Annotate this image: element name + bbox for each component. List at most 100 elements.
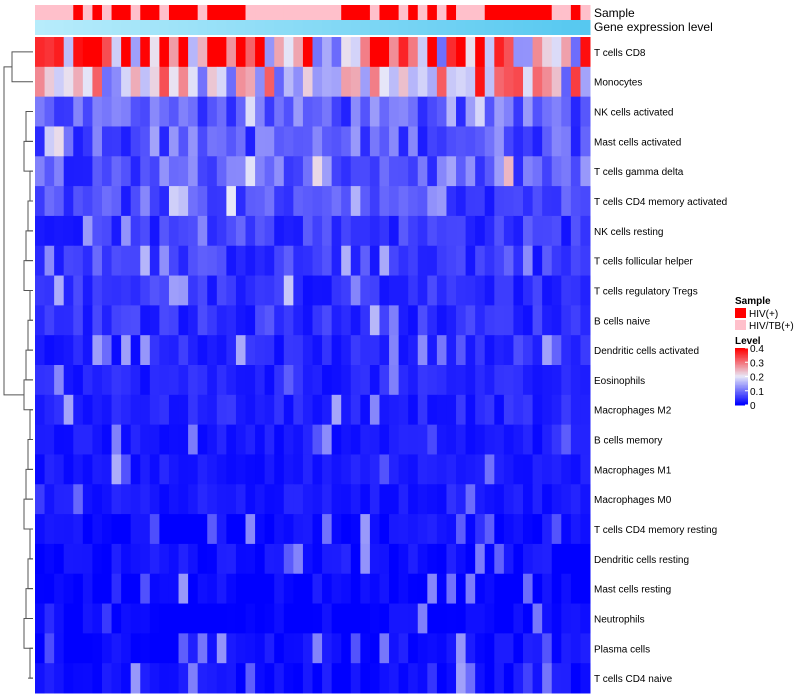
heatmap-cell bbox=[513, 394, 524, 426]
heatmap-cell bbox=[360, 156, 371, 187]
heatmap-cell bbox=[456, 663, 467, 694]
sample-legend-label: HIV/TB(+) bbox=[749, 321, 794, 332]
heatmap-cell bbox=[484, 573, 495, 605]
heatmap-cell bbox=[188, 126, 199, 157]
heatmap-cell bbox=[484, 96, 495, 127]
heatmap-cell bbox=[484, 633, 495, 664]
heatmap-cell bbox=[331, 633, 342, 664]
heatmap-cell bbox=[446, 573, 457, 605]
heatmap-cell bbox=[331, 573, 342, 605]
heatmap-cell bbox=[322, 275, 333, 306]
heatmap-cell bbox=[140, 37, 151, 68]
expression-annotation-cell bbox=[465, 20, 476, 35]
heatmap-cell bbox=[264, 424, 275, 455]
heatmap-cell bbox=[379, 603, 390, 634]
heatmap-cell bbox=[456, 96, 467, 127]
heatmap-cell bbox=[436, 37, 447, 68]
heatmap-cell bbox=[101, 603, 113, 634]
heatmap-cell bbox=[369, 305, 380, 336]
heatmap-cell bbox=[379, 573, 390, 605]
heatmap-cell bbox=[35, 66, 46, 98]
heatmap-cell bbox=[475, 514, 486, 545]
dendrogram-branch bbox=[29, 170, 33, 202]
expression-annotation-cell bbox=[168, 20, 180, 35]
heatmap-cell bbox=[188, 335, 199, 366]
heatmap-cell bbox=[140, 454, 151, 485]
heatmap-cell bbox=[63, 543, 74, 575]
heatmap-cell bbox=[54, 245, 65, 277]
heatmap-cell bbox=[130, 663, 141, 694]
heatmap-cell bbox=[178, 365, 189, 396]
heatmap-cell bbox=[436, 514, 447, 545]
heatmap-cell bbox=[350, 335, 361, 366]
expression-annotation-cell bbox=[551, 20, 562, 35]
heatmap-cell bbox=[551, 454, 562, 485]
heatmap-cell bbox=[293, 335, 304, 366]
heatmap-cell bbox=[322, 633, 333, 664]
heatmap-cell bbox=[350, 126, 361, 157]
level-gradient-step bbox=[735, 386, 748, 389]
heatmap-cell bbox=[178, 215, 189, 247]
heatmap-cell bbox=[159, 633, 170, 664]
heatmap-cell bbox=[207, 514, 218, 545]
level-gradient-step bbox=[735, 356, 748, 359]
heatmap-cell bbox=[188, 603, 199, 634]
heatmap-cell bbox=[92, 573, 103, 605]
heatmap-cell bbox=[523, 543, 534, 575]
heatmap-cell bbox=[188, 365, 199, 396]
heatmap-cell bbox=[92, 156, 103, 187]
heatmap-cell bbox=[235, 335, 247, 366]
heatmap-cell bbox=[44, 633, 55, 664]
heatmap-cell bbox=[130, 543, 141, 575]
heatmap-cell bbox=[389, 365, 400, 396]
heatmap-cell bbox=[360, 305, 371, 336]
heatmap-cell bbox=[542, 424, 553, 455]
heatmap-cell bbox=[92, 424, 103, 455]
heatmap-cell bbox=[398, 275, 409, 306]
heatmap-cell bbox=[322, 335, 333, 366]
heatmap-cell bbox=[551, 335, 562, 366]
heatmap-cell bbox=[503, 484, 514, 515]
heatmap-cell bbox=[341, 543, 352, 575]
heatmap-cell bbox=[561, 215, 572, 247]
level-gradient-step bbox=[735, 366, 748, 369]
heatmap-cell bbox=[35, 305, 46, 336]
heatmap-cell bbox=[312, 215, 323, 247]
heatmap-cell bbox=[226, 394, 237, 426]
heatmap-cell bbox=[561, 514, 572, 545]
heatmap-cell bbox=[274, 454, 285, 485]
heatmap-cell bbox=[274, 663, 285, 694]
heatmap-cell bbox=[389, 305, 400, 336]
heatmap-cell bbox=[580, 275, 591, 306]
heatmap-cell bbox=[465, 126, 476, 157]
heatmap-cell bbox=[475, 335, 486, 366]
heatmap-cell bbox=[178, 37, 189, 68]
heatmap-cell bbox=[398, 186, 409, 217]
heatmap-cell bbox=[73, 156, 84, 187]
heatmap-cell bbox=[532, 305, 543, 336]
heatmap-cell bbox=[503, 394, 514, 426]
heatmap-cell bbox=[322, 37, 333, 68]
heatmap-cell bbox=[207, 275, 218, 306]
heatmap-cell bbox=[542, 603, 553, 634]
heatmap-cell bbox=[101, 215, 113, 247]
heatmap-cell bbox=[465, 156, 476, 187]
heatmap-cell bbox=[178, 603, 189, 634]
heatmap-cell bbox=[264, 215, 275, 247]
heatmap-cell bbox=[130, 335, 141, 366]
heatmap-cell bbox=[570, 573, 581, 605]
row-label: T cells CD8 bbox=[594, 48, 646, 59]
heatmap-cell bbox=[188, 484, 199, 515]
heatmap-cell bbox=[341, 156, 352, 187]
level-gradient-step bbox=[735, 362, 748, 365]
heatmap-cell bbox=[542, 514, 553, 545]
heatmap-cell bbox=[130, 96, 141, 127]
heatmap-cell bbox=[54, 365, 65, 396]
heatmap-cell bbox=[35, 186, 46, 217]
sample-annotation-cell bbox=[216, 5, 227, 20]
heatmap-cell bbox=[551, 603, 562, 634]
heatmap-cell bbox=[456, 543, 467, 575]
heatmap-cell bbox=[436, 156, 447, 187]
sample-annotation-cell bbox=[513, 5, 524, 20]
heatmap-cell bbox=[379, 365, 390, 396]
